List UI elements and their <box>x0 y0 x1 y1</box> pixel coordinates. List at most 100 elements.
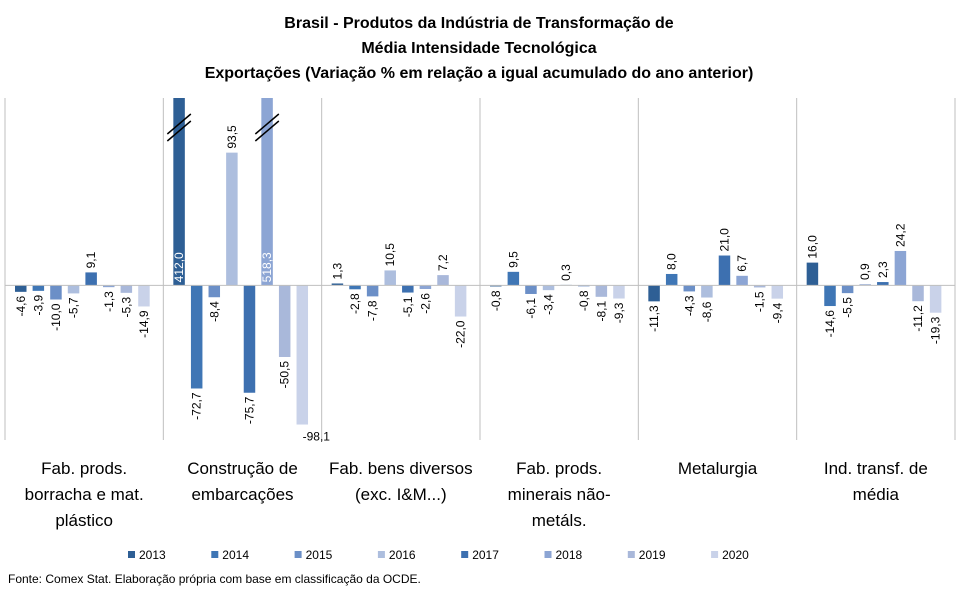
data-label: -0,8 <box>577 290 591 311</box>
bar <box>454 285 467 317</box>
data-label: 1,3 <box>330 262 344 279</box>
data-label: -10,0 <box>49 303 63 331</box>
x-tick-label: Ind. transf. de média <box>823 459 928 504</box>
bar <box>859 284 871 286</box>
chart-title: Média Intensidade Tecnológica <box>361 40 596 57</box>
data-label: -0,8 <box>489 290 503 311</box>
data-label: -22,0 <box>454 320 468 348</box>
x-tick-label: Fab. bens diversos (exc. I&M...) <box>329 459 473 504</box>
bar <box>331 283 344 286</box>
data-label: 6,7 <box>735 255 749 272</box>
bar <box>243 285 256 393</box>
data-label: -8,6 <box>700 301 714 322</box>
x-tick-label: Construção de embarcações <box>187 459 298 504</box>
bar <box>384 270 396 286</box>
bar <box>929 285 942 313</box>
data-label: -9,3 <box>612 302 626 323</box>
bar <box>507 271 520 286</box>
bar <box>402 285 414 293</box>
data-label: 7,2 <box>436 254 450 271</box>
legend-swatch <box>211 551 219 558</box>
bar <box>771 285 784 299</box>
chart-title: Brasil - Produtos da Indústria de Transf… <box>284 15 674 32</box>
data-label: -8,1 <box>594 300 608 321</box>
legend-swatch <box>377 551 385 558</box>
bar <box>103 285 115 288</box>
bar <box>877 282 889 286</box>
bar <box>841 285 854 294</box>
legend-label: 2018 <box>556 548 583 562</box>
legend-swatch <box>294 551 302 558</box>
data-label: -9,4 <box>770 302 784 323</box>
legend-swatch <box>544 551 552 558</box>
data-label: -5,1 <box>401 296 415 317</box>
bar <box>718 255 731 286</box>
bar <box>120 285 133 293</box>
legend-label: 2015 <box>306 548 333 562</box>
x-tick-label: Fab. prods. borracha e mat. plástico <box>24 459 144 530</box>
bar <box>542 285 555 291</box>
bar <box>278 285 291 357</box>
chart-title: Exportações (Variação % em relação a igu… <box>205 65 754 82</box>
source-note: Fonte: Comex Stat. Elaboração própria co… <box>8 572 421 586</box>
data-label: -3,4 <box>542 294 556 315</box>
data-label: -50,5 <box>278 361 292 389</box>
axis-break <box>254 120 280 142</box>
data-label: 9,5 <box>506 251 520 268</box>
bar <box>701 285 713 298</box>
x-tick-label: Fab. prods. minerais não-metáls. <box>507 459 611 530</box>
bar <box>665 273 678 286</box>
bar <box>806 262 819 286</box>
legend-swatch <box>711 551 719 558</box>
data-label: -5,7 <box>67 297 81 318</box>
plot-area <box>15 98 942 425</box>
data-label: 16,0 <box>805 235 819 259</box>
bar <box>683 285 696 292</box>
data-label: 9,1 <box>84 251 98 268</box>
data-label: 10,5 <box>383 243 397 267</box>
legend-swatch <box>627 551 635 558</box>
bar <box>32 285 45 291</box>
legend-label: 2014 <box>222 548 249 562</box>
bar <box>912 285 924 302</box>
data-label: -11,2 <box>911 305 925 332</box>
bar <box>437 275 449 286</box>
legend-label: 2013 <box>139 548 166 562</box>
data-label: -3,9 <box>31 295 45 316</box>
data-label: -14,6 <box>823 310 837 338</box>
bar <box>648 285 660 302</box>
data-label: -72,7 <box>190 392 204 420</box>
data-label: 2,3 <box>876 261 890 278</box>
bar <box>261 98 273 286</box>
data-label: -1,5 <box>753 291 767 312</box>
data-label: 518,3 <box>260 252 274 282</box>
data-label: -5,3 <box>119 297 133 318</box>
legend-swatch <box>461 551 469 558</box>
legend-label: 2019 <box>639 548 666 562</box>
bar <box>173 98 185 286</box>
data-label: -2,6 <box>418 293 432 314</box>
bar <box>208 285 221 298</box>
legend-label: 2020 <box>722 548 749 562</box>
bar <box>366 285 379 297</box>
bar <box>296 285 309 425</box>
data-label: -75,7 <box>242 396 256 424</box>
bar <box>190 285 203 389</box>
bar <box>226 152 238 286</box>
legend-label: 2017 <box>472 548 499 562</box>
data-label: 412,0 <box>172 252 186 282</box>
bar <box>490 285 502 287</box>
data-label: -4,6 <box>14 296 28 317</box>
bar <box>578 285 590 287</box>
legend-label: 2016 <box>389 548 416 562</box>
data-label: -98,1 <box>303 430 331 444</box>
bar <box>525 285 537 294</box>
data-label: 21,0 <box>717 228 731 252</box>
data-label: -2,8 <box>348 293 362 314</box>
data-label: -4,3 <box>682 295 696 316</box>
data-label: 0,9 <box>858 263 872 280</box>
bar <box>595 285 608 297</box>
legend-swatch <box>128 551 135 558</box>
